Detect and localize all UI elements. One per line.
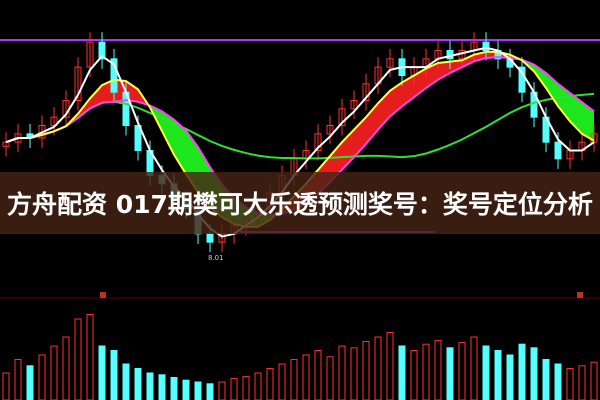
volume-bar (218, 381, 226, 400)
volume-bar (506, 354, 514, 400)
volume-bar (74, 318, 82, 400)
volume-bar (326, 356, 334, 400)
volume-bar (290, 359, 298, 400)
volume-bar (86, 314, 94, 400)
ribbon-segment (582, 102, 594, 141)
candle-body (98, 41, 106, 60)
low-price-annotation: 8.01 (208, 254, 224, 262)
volume-bar (230, 377, 238, 400)
candle-body (134, 125, 142, 151)
ma5-line (5, 46, 595, 238)
volume-bar (566, 368, 574, 400)
signal-marker (577, 292, 583, 298)
candle-body (482, 41, 490, 52)
candle-body (350, 100, 358, 110)
page-title: 方舟配资 017期樊可大乐透预测奖号：奖号定位分析 (7, 190, 593, 219)
volume-bar (38, 354, 46, 400)
volume-bar (554, 363, 562, 400)
volume-bar (110, 350, 118, 400)
volume-bar (494, 350, 502, 400)
volume-bar (590, 361, 598, 400)
volume-bar (62, 336, 70, 400)
volume-bar (50, 345, 58, 400)
candle-body (206, 233, 214, 243)
volume-bar (254, 372, 262, 400)
volume-bar (350, 347, 358, 400)
candle-body (386, 58, 394, 68)
volume-bar (374, 336, 382, 400)
title-banner: 方舟配资 017期樊可大乐透预测奖号：奖号定位分析 (0, 172, 600, 234)
candle-body (74, 66, 82, 101)
volume-bar (266, 368, 274, 400)
ribbon-segment (366, 103, 378, 144)
volume-bar (14, 359, 22, 400)
candle-body (314, 133, 322, 151)
candle-body (362, 83, 370, 102)
ribbon-segment (174, 119, 186, 175)
volume-bar (458, 341, 466, 400)
candle-body (86, 41, 94, 68)
volume-bar (398, 345, 406, 400)
volume-bar (194, 381, 202, 400)
volume-bar (146, 372, 154, 400)
volume-bar (422, 343, 430, 400)
volume-bar (302, 354, 310, 400)
volume-bar (518, 343, 526, 400)
ribbon-segment (438, 61, 450, 80)
candle-body (518, 66, 526, 93)
ribbon-segment (90, 85, 102, 109)
candle-body (110, 58, 118, 93)
ribbon-segment (462, 54, 474, 68)
volume-bar (470, 336, 478, 400)
volume-bar (206, 383, 214, 400)
volume-bar (278, 363, 286, 400)
volume-bar (434, 340, 442, 400)
volume-bar (530, 347, 538, 400)
volume-bar (542, 359, 550, 400)
candle-body (554, 141, 562, 160)
volume-bar (410, 350, 418, 400)
volume-bar (98, 345, 106, 400)
volume-bar (362, 341, 370, 400)
volume-bar (578, 365, 586, 400)
volume-bar (170, 377, 178, 400)
volume-bar (314, 350, 322, 400)
volume-bar (386, 332, 394, 400)
volume-bar (2, 372, 10, 400)
volume-bar (446, 347, 454, 400)
volume-bar (338, 345, 346, 400)
volume-bar (182, 379, 190, 400)
volume-bar (134, 368, 142, 400)
candle-body (326, 125, 334, 135)
volume-bar (482, 345, 490, 400)
candle-body (338, 108, 346, 127)
volume-bar (242, 376, 250, 400)
volume-bar (158, 374, 166, 400)
ribbon-segment (450, 60, 462, 73)
ribbon-segment (426, 63, 438, 88)
ribbon-segment (558, 83, 570, 122)
volume-bar (122, 363, 130, 400)
signal-marker (100, 292, 106, 298)
volume-bar (26, 365, 34, 400)
